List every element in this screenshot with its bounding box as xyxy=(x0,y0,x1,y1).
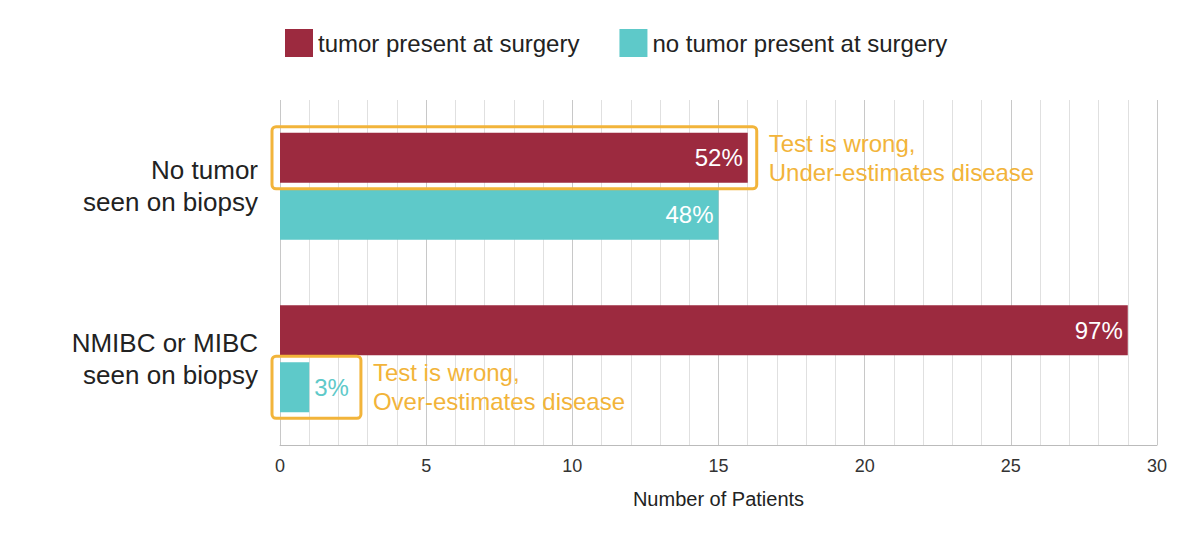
svg-text:Over-estimates disease: Over-estimates disease xyxy=(373,388,625,415)
svg-text:Under-estimates disease: Under-estimates disease xyxy=(769,159,1034,186)
svg-text:no tumor present at surgery: no tumor present at surgery xyxy=(652,30,947,57)
svg-text:30: 30 xyxy=(1147,456,1167,476)
svg-text:seen on biopsy: seen on biopsy xyxy=(83,187,258,217)
svg-text:3%: 3% xyxy=(314,374,349,401)
svg-text:10: 10 xyxy=(562,456,582,476)
svg-text:Test is wrong,: Test is wrong, xyxy=(373,359,520,386)
svg-text:97%: 97% xyxy=(1075,317,1123,344)
svg-text:0: 0 xyxy=(275,456,285,476)
svg-text:48%: 48% xyxy=(665,201,713,228)
svg-text:tumor present at surgery: tumor present at surgery xyxy=(318,30,579,57)
svg-text:5: 5 xyxy=(421,456,431,476)
svg-text:NMIBC or MIBC: NMIBC or MIBC xyxy=(72,328,258,358)
svg-text:25: 25 xyxy=(1001,456,1021,476)
svg-text:52%: 52% xyxy=(695,144,743,171)
svg-text:Test is wrong,: Test is wrong, xyxy=(769,130,916,157)
svg-text:20: 20 xyxy=(855,456,875,476)
svg-text:seen on biopsy: seen on biopsy xyxy=(83,360,258,390)
svg-text:Number of Patients: Number of Patients xyxy=(633,488,804,510)
svg-text:No tumor: No tumor xyxy=(151,155,258,185)
svg-text:15: 15 xyxy=(708,456,728,476)
